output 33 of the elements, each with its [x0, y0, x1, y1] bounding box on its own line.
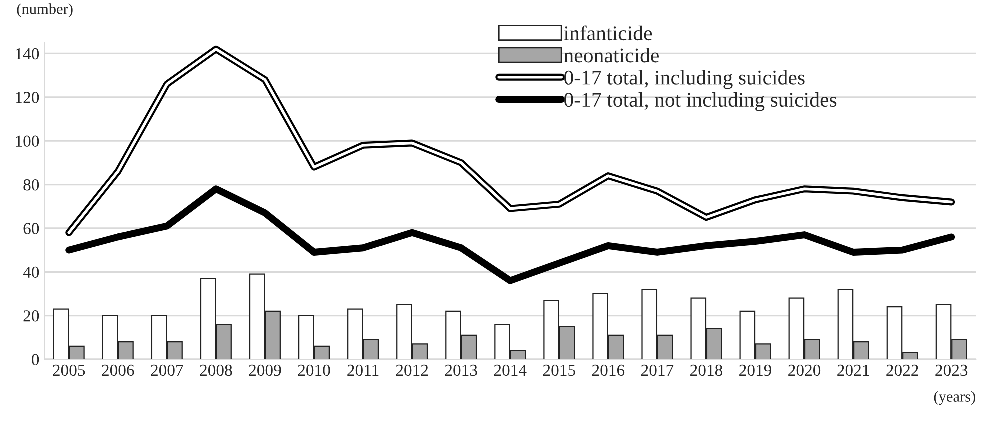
x-tick-label: 2023: [936, 364, 968, 376]
y-tick-label: 140: [16, 48, 40, 60]
x-tick-label: 2009: [249, 364, 282, 376]
x-axis-title: (years): [934, 391, 976, 406]
x-tick-label: 2017: [642, 364, 674, 376]
x-tick-label: 2020: [788, 364, 821, 376]
y-axis-title: (number): [17, 4, 73, 18]
y-tick-label: 60: [24, 223, 40, 234]
x-tick-label: 2014: [494, 364, 527, 376]
y-tick-label: 120: [16, 92, 40, 104]
legend-label: 0-17 total, not including suicides: [564, 92, 837, 112]
x-tick-label: 2007: [151, 364, 184, 376]
x-tick-label: 2012: [396, 364, 428, 376]
legend-label: infanticide: [564, 26, 652, 41]
y-tick-label: 80: [24, 179, 40, 191]
x-tick-label: 2021: [838, 364, 870, 376]
x-tick-label: 2018: [690, 364, 723, 376]
x-tick-label: 2008: [200, 364, 232, 376]
legend-label: 0-17 total, including suicides: [564, 70, 805, 90]
y-tick-label: 20: [24, 310, 40, 322]
x-tick-label: 2011: [348, 364, 379, 376]
legend-label: neonaticide: [564, 48, 659, 63]
y-tick-label: 100: [16, 136, 40, 148]
x-tick-label: 2019: [740, 364, 772, 376]
x-tick-label: 2010: [298, 364, 330, 376]
y-tick-label: 40: [23, 266, 40, 278]
x-tick-label: 2016: [592, 364, 625, 376]
x-tick-label: 2005: [53, 364, 86, 376]
y-tick-label: 0: [32, 354, 40, 366]
x-tick-label: 2022: [886, 364, 918, 376]
x-tick-label: 2015: [543, 364, 576, 376]
x-tick-label: 2006: [102, 364, 134, 376]
x-tick-label: 2013: [445, 364, 478, 376]
